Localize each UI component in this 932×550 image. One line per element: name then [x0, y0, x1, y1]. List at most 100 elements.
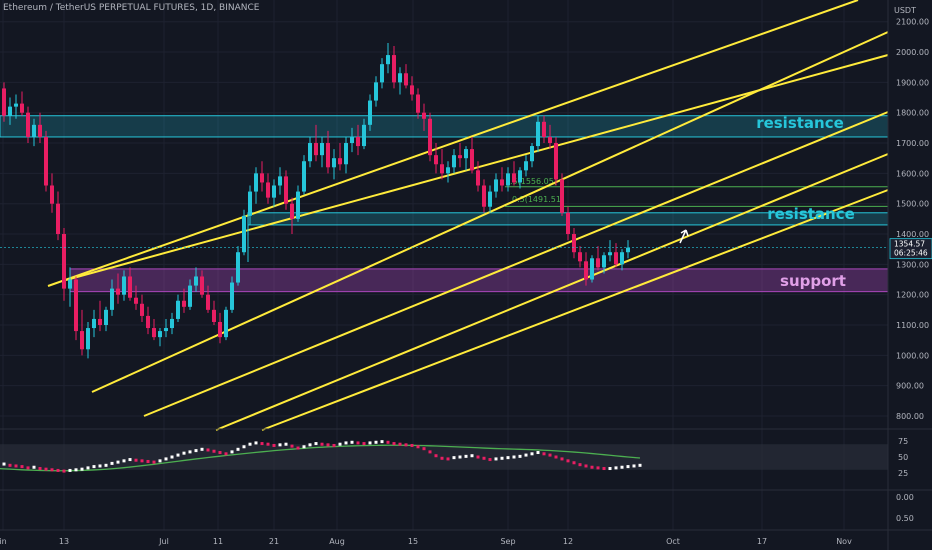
candle-body [386, 55, 390, 65]
channel-line [143, 111, 889, 417]
indicator-point [2, 462, 6, 466]
indicator-point [350, 440, 354, 444]
indicator-point [422, 447, 426, 451]
candle-body [206, 294, 210, 310]
x-tick-label: 13 [59, 537, 69, 546]
price-tick-label: 1800.00 [896, 109, 929, 118]
indicator-point [554, 455, 558, 459]
x-tick-label: 17 [757, 537, 767, 546]
indicator-point [104, 463, 108, 467]
candle-body [272, 185, 276, 198]
indicator-point [392, 442, 396, 446]
candle-body [566, 212, 570, 235]
indicator-point [344, 441, 348, 445]
indicator-point [116, 460, 120, 464]
candle-body [368, 100, 372, 125]
indicator-point [542, 452, 546, 456]
candle-body [236, 252, 240, 283]
candle-body [596, 258, 600, 268]
indicator-point [176, 453, 180, 457]
lower-tick-label: 0.50 [896, 514, 914, 523]
indicator-point [410, 443, 414, 447]
indicator-point [152, 460, 156, 464]
indicator-point [134, 458, 138, 462]
indicator-tick-label: 75 [898, 437, 908, 446]
candle-body [8, 106, 12, 116]
candle-body [50, 185, 54, 204]
candle-body [380, 64, 384, 83]
candle-body [14, 103, 18, 107]
candle-body [242, 215, 246, 253]
indicator-point [530, 452, 534, 456]
price-tick-label: 1900.00 [896, 78, 929, 87]
candle-body [254, 173, 258, 192]
candle-body [176, 300, 180, 319]
candle-body [152, 328, 156, 338]
indicator-point [170, 455, 174, 459]
channel-line [261, 189, 889, 431]
indicator-point [470, 454, 474, 458]
candle-body [98, 318, 102, 326]
candle-body [626, 247, 630, 253]
candle-body [440, 164, 444, 174]
candle-body [332, 158, 336, 168]
indicator-point [380, 440, 384, 444]
price-tick-label: 1700.00 [896, 139, 929, 148]
price-box-countdown: 06:25:46 [894, 249, 928, 258]
indicator-point [632, 464, 636, 468]
candle-body [446, 167, 450, 174]
indicator-point [464, 454, 468, 458]
price-tick-label: 2100.00 [896, 18, 929, 27]
price-tick-label: 2000.00 [896, 48, 929, 57]
candle-body [524, 161, 528, 171]
indicator-point [356, 441, 360, 445]
candle-body [140, 303, 144, 316]
indicator-point [80, 467, 84, 471]
indicator-point [332, 443, 336, 447]
candle-body [488, 191, 492, 207]
indicator-point [596, 466, 600, 470]
candle-body [512, 173, 516, 183]
indicator-point [266, 442, 270, 446]
candle-body [356, 136, 360, 147]
indicator-point [44, 467, 48, 471]
indicator-point [620, 465, 624, 469]
zone-support [69, 268, 889, 293]
x-tick-label: 21 [269, 537, 279, 546]
indicator-point [584, 464, 588, 468]
indicator-point [518, 454, 522, 458]
indicator-point [128, 458, 132, 462]
price-tick-label: 1100.00 [896, 321, 929, 330]
x-tick-label: in [0, 537, 7, 546]
candle-body [530, 146, 534, 162]
indicator-point [68, 468, 72, 472]
candle-body [410, 85, 414, 95]
indicator-point [362, 442, 366, 446]
candle-body [620, 252, 624, 265]
x-tick-label: Nov [836, 537, 852, 546]
fib-label: 0.5(1491.51) [512, 195, 564, 204]
candle-body [392, 55, 396, 83]
indicator-point [590, 465, 594, 469]
candle-body [230, 282, 234, 310]
channel-line [65, 54, 889, 281]
candle-body [452, 155, 456, 168]
indicator-point [284, 442, 288, 446]
resistance-label-top: resistance [756, 114, 844, 132]
indicator-point [506, 456, 510, 460]
indicator-point [8, 463, 12, 467]
indicator-point [428, 450, 432, 454]
indicator-point [62, 469, 66, 473]
indicator-point [488, 458, 492, 462]
support-label: support [780, 272, 846, 290]
x-tick-label: 15 [408, 537, 418, 546]
candle-body [158, 331, 162, 338]
indicator-point [320, 442, 324, 446]
indicator-point [386, 440, 390, 444]
x-tick-label: 12 [563, 537, 573, 546]
price-tick-label: 800.00 [896, 412, 924, 421]
candle-body [38, 124, 42, 137]
candle-body [302, 161, 306, 192]
